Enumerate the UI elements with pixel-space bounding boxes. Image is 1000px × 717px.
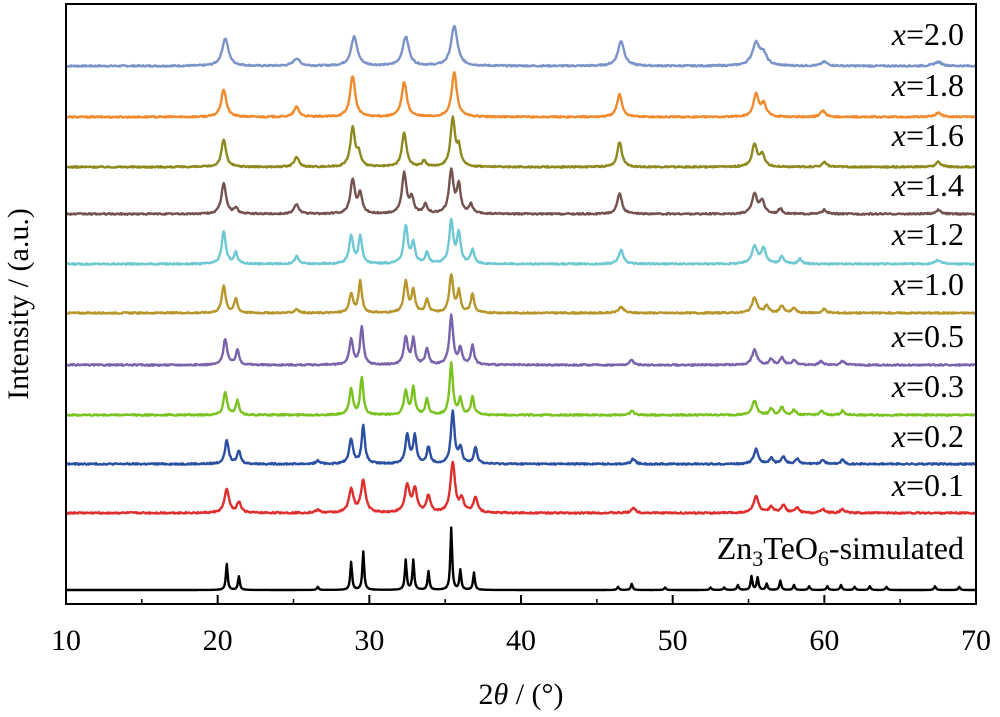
- x-tick-label: 60: [809, 624, 839, 657]
- series-label: x=0.3: [891, 368, 964, 404]
- series-line: [65, 217, 977, 266]
- y-axis-title: Intensity / (a.u.): [2, 208, 35, 400]
- x-axis-title: 2θ / (°): [478, 678, 563, 711]
- x-tick-label: 30: [354, 624, 384, 657]
- series-label: x=0.5: [891, 318, 964, 354]
- series-label: x=1.2: [891, 216, 964, 252]
- series-line: [65, 273, 977, 315]
- x-tick-label: 70: [961, 624, 991, 657]
- series-line: [65, 167, 977, 216]
- series-label: x=1.0: [891, 266, 964, 302]
- series-label: x=1.8: [891, 67, 964, 103]
- series-label: x=1.6: [891, 117, 964, 153]
- series-line: [65, 526, 977, 592]
- series-label: x=0.1: [891, 467, 964, 503]
- series-line: [65, 115, 977, 169]
- x-axis-ticks: 10 20 30 40 50 60 70: [51, 595, 991, 657]
- series-line: [65, 71, 977, 119]
- series-line: [65, 409, 977, 466]
- series-line: [65, 460, 977, 515]
- series-label: x=0.2: [891, 418, 964, 454]
- x-tick-label: 20: [203, 624, 233, 657]
- series-label: x=2.0: [891, 16, 964, 52]
- series-labels-group: x=2.0 x=1.8 x=1.6 x=1.4 x=1.2 x=1.0 x=0.5 x=0.3…: [717, 16, 964, 571]
- traces-group: [65, 24, 977, 592]
- series-line: [65, 361, 977, 417]
- series-line: [65, 24, 977, 68]
- x-tick-label: 40: [506, 624, 536, 657]
- x-tick-label: 50: [658, 624, 688, 657]
- x-tick-label: 10: [51, 624, 81, 657]
- series-label: x=1.4: [891, 167, 964, 203]
- series-label: Zn3TeO6-simulated: [717, 530, 964, 571]
- series-line: [65, 313, 977, 367]
